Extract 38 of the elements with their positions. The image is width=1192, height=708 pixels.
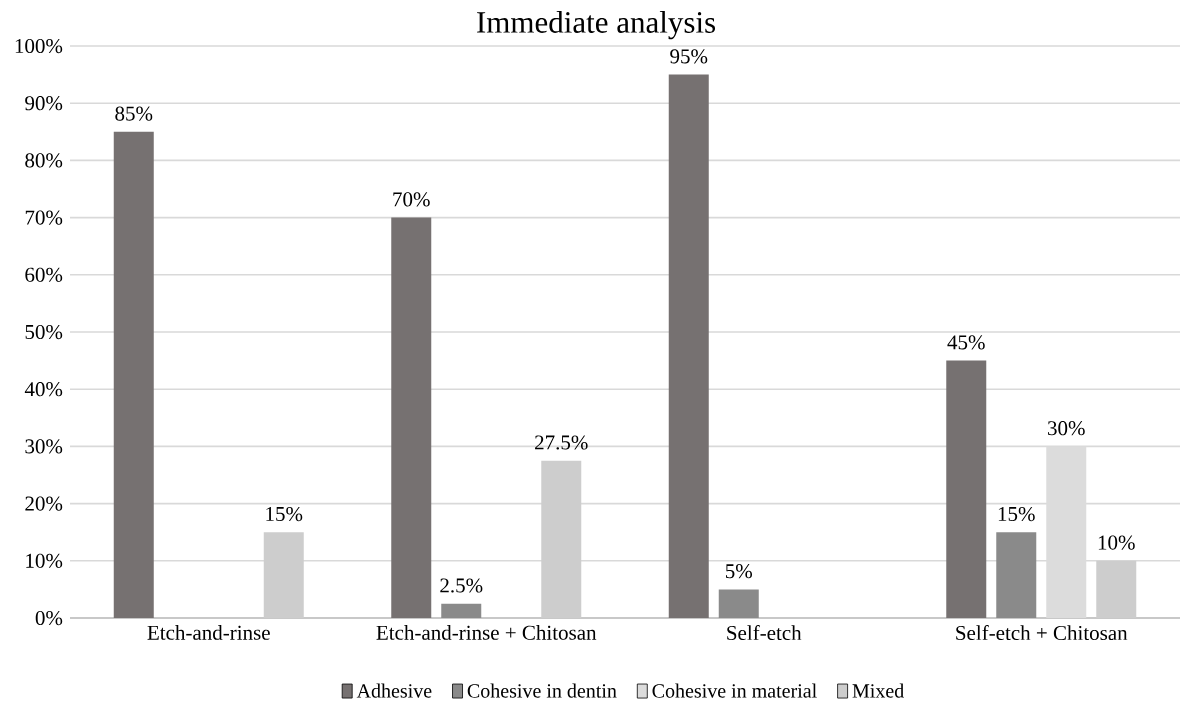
- data-label: 85%: [115, 106, 153, 121]
- y-tick-label: 50%: [25, 324, 63, 340]
- x-tick-label: Etch-and-rinse + Chitosan: [376, 625, 597, 640]
- bar: [718, 589, 759, 618]
- data-label: 45%: [947, 335, 985, 350]
- bar: [668, 74, 709, 618]
- data-label: 15%: [998, 506, 1035, 522]
- legend-label: Mixed: [852, 683, 904, 698]
- bar: [391, 217, 432, 618]
- data-label: 70%: [393, 192, 430, 207]
- legend-label: Cohesive in dentin: [467, 683, 617, 698]
- chart-title: Immediate analysis: [477, 11, 716, 40]
- bar: [996, 532, 1037, 618]
- data-label: 30%: [1048, 421, 1085, 436]
- data-label: 10%: [1098, 535, 1135, 550]
- y-tick-label: 100%: [15, 38, 63, 54]
- data-label: 2.5%: [440, 578, 483, 593]
- y-tick-label: 0%: [35, 610, 63, 626]
- data-label: 27.5%: [535, 435, 588, 450]
- y-tick-label: 90%: [25, 96, 63, 111]
- y-tick-label: 20%: [25, 496, 63, 511]
- bar: [113, 131, 154, 618]
- y-tick-label: 30%: [25, 439, 63, 454]
- y-tick-label: 60%: [25, 267, 63, 282]
- x-tick-label: Self-etch: [727, 625, 802, 641]
- y-tick-label: 40%: [24, 382, 63, 397]
- y-tick-label: 80%: [25, 153, 63, 168]
- data-label: 15%: [266, 506, 303, 522]
- y-tick-label: 10%: [26, 553, 63, 568]
- x-tick-label: Self-etch + Chitosan: [956, 625, 1128, 641]
- data-label: 5%: [725, 564, 753, 579]
- y-tick-label: 70%: [25, 210, 63, 225]
- legend-label: Adhesive: [356, 683, 432, 698]
- data-label: 95%: [670, 49, 708, 64]
- x-tick-label: Etch-and-rinse: [147, 625, 270, 640]
- bar: [441, 603, 482, 618]
- legend-label: Cohesive in material: [652, 683, 817, 698]
- bar: [946, 360, 987, 618]
